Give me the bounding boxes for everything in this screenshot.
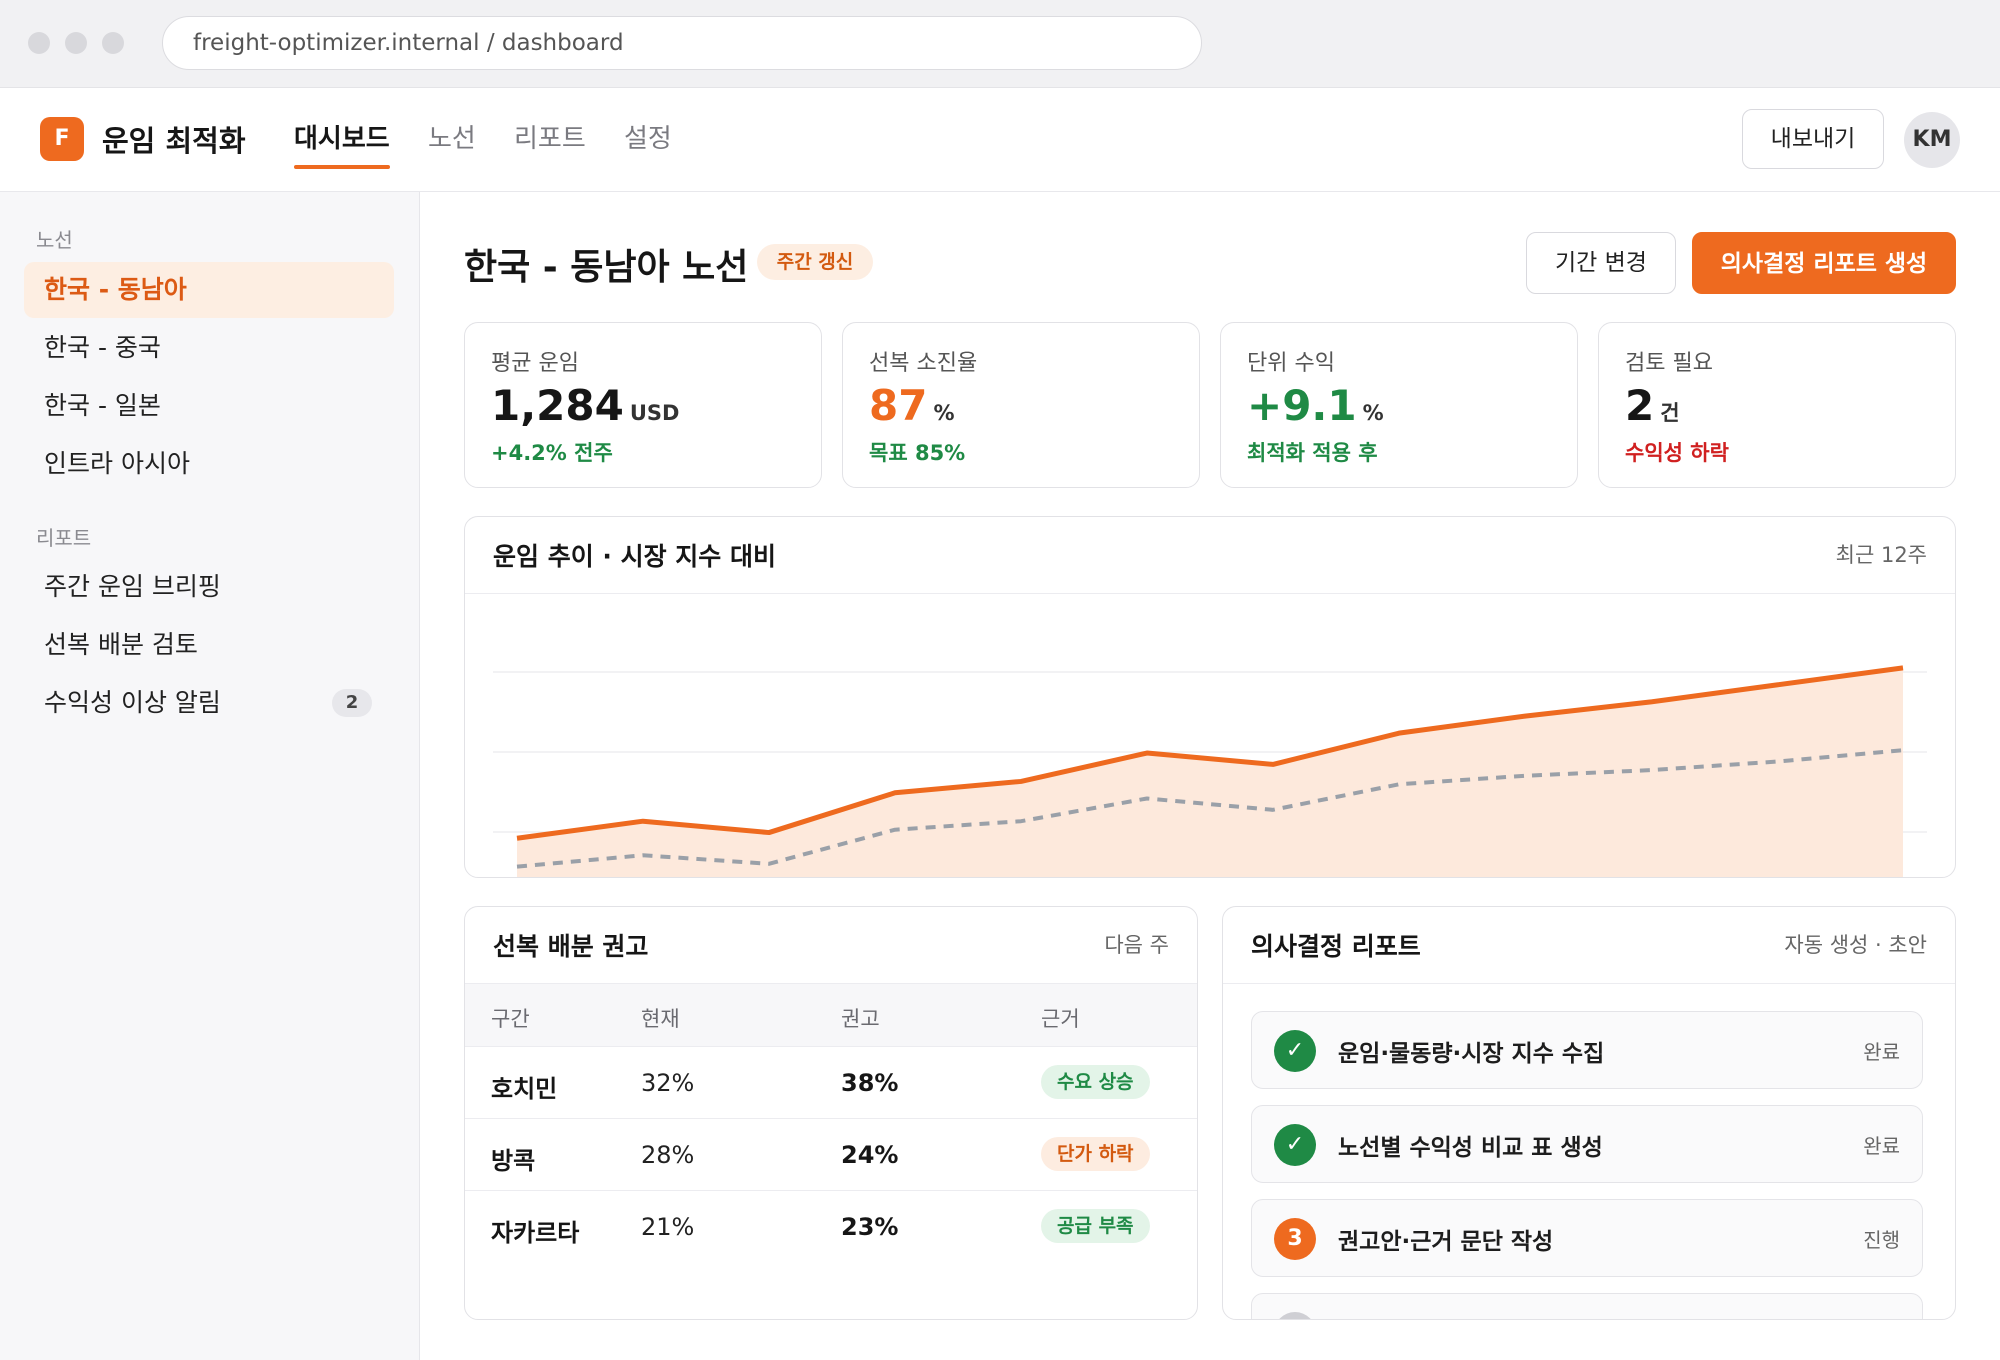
trend-chart — [493, 665, 1927, 877]
sidebar-item-weekly-briefing[interactable]: 주간 운임 브리핑 — [44, 572, 221, 601]
export-button[interactable]: 내보내기 — [1742, 109, 1884, 169]
address-bar[interactable]: freight-optimizer.internal / dashboard — [162, 16, 1202, 70]
report-status: 자동 생성 · 초안 — [1784, 933, 1927, 957]
kpi-sub: 목표 85% — [869, 441, 966, 465]
change-period-button[interactable]: 기간 변경 — [1526, 232, 1676, 294]
page-title: 한국 - 동남아 노선 — [464, 247, 749, 288]
allocation-period: 다음 주 — [1104, 933, 1169, 957]
report-step[interactable]: 3 권고안·근거 문단 작성 진행 — [1251, 1199, 1923, 1277]
cell-recommended: 24% — [841, 1141, 899, 1169]
kpi-sub: 최적화 적용 후 — [1247, 441, 1378, 465]
check-icon: ✓ — [1274, 1030, 1316, 1072]
trend-chart-card: 운임 추이 · 시장 지수 대비 최근 12주 — [464, 516, 1956, 878]
tab-dashboard[interactable]: 대시보드 — [294, 118, 390, 169]
kpi-label: 검토 필요 — [1625, 351, 1713, 376]
app-name: 운임 최적화 — [102, 124, 246, 158]
sidebar-item-korea-southeast-asia[interactable]: 한국 - 동남아 — [24, 262, 394, 318]
report-step-partial[interactable] — [1251, 1293, 1923, 1319]
cell-segment: 자카르타 — [491, 1219, 580, 1247]
step-status: 완료 — [1863, 1040, 1900, 1064]
avatar[interactable]: KM — [1904, 112, 1960, 168]
sidebar-section-routes: 노선 — [36, 228, 73, 252]
app-logo-icon: F — [40, 117, 84, 161]
chart-title: 운임 추이 · 시장 지수 대비 — [493, 542, 777, 571]
step-label: 운임·물동량·시장 지수 수집 — [1338, 1041, 1605, 1067]
alert-count-badge: 2 — [332, 689, 372, 717]
cell-recommended: 38% — [841, 1069, 899, 1097]
update-frequency-badge: 주간 갱신 — [757, 244, 873, 280]
step-status: 진행 — [1863, 1228, 1900, 1252]
report-title: 의사결정 리포트 — [1251, 932, 1421, 961]
allocation-title: 선복 배분 권고 — [493, 932, 649, 961]
step-status: 완료 — [1863, 1134, 1900, 1158]
kpi-sub: 수익성 하락 — [1625, 441, 1729, 465]
window-minimize-dot[interactable] — [65, 32, 87, 54]
window-close-dot[interactable] — [28, 32, 50, 54]
kpi-value: 87% — [869, 381, 955, 430]
kpi-card-unit-profit: 단위 수익 +9.1% 최적화 적용 후 — [1220, 322, 1578, 488]
card-divider — [465, 593, 1955, 594]
table-row[interactable]: 자카르타 21% 23% 공급 부족 — [465, 1191, 1197, 1263]
sidebar-item-allocation-review[interactable]: 선복 배분 검토 — [44, 630, 198, 659]
kpi-card-avg-rate: 평균 운임 1,284 USD +4.2% 전주 — [464, 322, 822, 488]
kpi-label: 단위 수익 — [1247, 351, 1335, 376]
step-label: 노선별 수익성 비교 표 생성 — [1338, 1135, 1603, 1161]
kpi-label: 선복 소진율 — [869, 351, 978, 376]
cell-recommended: 23% — [841, 1213, 899, 1241]
reason-tag: 공급 부족 — [1041, 1209, 1150, 1243]
cell-current: 28% — [641, 1141, 695, 1169]
pending-step-icon — [1274, 1312, 1316, 1319]
column-header-reason: 근거 — [1041, 1007, 1080, 1031]
kpi-value: 1,284 USD — [491, 381, 680, 430]
sidebar-section-reports: 리포트 — [36, 526, 92, 550]
sidebar-item-intra-asia[interactable]: 인트라 아시아 — [44, 449, 190, 478]
tab-reports[interactable]: 리포트 — [514, 124, 586, 154]
cell-segment: 호치민 — [491, 1075, 558, 1103]
sidebar-item-korea-china[interactable]: 한국 - 중국 — [44, 333, 161, 362]
cell-current: 21% — [641, 1213, 695, 1241]
series-area-fill — [517, 667, 1903, 877]
chart-period: 최근 12주 — [1835, 543, 1927, 567]
kpi-card-utilization: 선복 소진율 87% 목표 85% — [842, 322, 1200, 488]
table-header — [465, 983, 1197, 1047]
cell-segment: 방콕 — [491, 1147, 536, 1175]
check-icon: ✓ — [1274, 1124, 1316, 1166]
report-step[interactable]: ✓ 노선별 수익성 비교 표 생성 완료 — [1251, 1105, 1923, 1183]
table-row[interactable]: 방콕 28% 24% 단가 하락 — [465, 1119, 1197, 1191]
column-header-segment: 구간 — [491, 1007, 530, 1031]
card-divider — [1223, 983, 1955, 984]
series-line-freight-rate — [516, 665, 1904, 841]
step-number-icon: 3 — [1274, 1218, 1316, 1260]
window-maximize-dot[interactable] — [102, 32, 124, 54]
reason-tag: 수요 상승 — [1041, 1065, 1150, 1099]
sidebar-item-profit-alerts[interactable]: 수익성 이상 알림 2 — [24, 675, 394, 731]
sidebar-item-korea-japan[interactable]: 한국 - 일본 — [44, 391, 161, 420]
sidebar-item-label: 수익성 이상 알림 — [44, 688, 221, 717]
kpi-sub: +4.2% 전주 — [491, 441, 613, 465]
tab-routes[interactable]: 노선 — [428, 124, 476, 154]
cell-current: 32% — [641, 1069, 695, 1097]
kpi-value: +9.1% — [1247, 381, 1384, 430]
decision-report-card: 의사결정 리포트 자동 생성 · 초안 ✓ 운임·물동량·시장 지수 수집 완료… — [1222, 906, 1956, 1320]
table-row[interactable]: 호치민 32% 38% 수요 상승 — [465, 1047, 1197, 1119]
kpi-label: 평균 운임 — [491, 351, 579, 376]
report-step[interactable]: ✓ 운임·물동량·시장 지수 수집 완료 — [1251, 1011, 1923, 1089]
tab-settings[interactable]: 설정 — [624, 124, 672, 154]
generate-report-button[interactable]: 의사결정 리포트 생성 — [1692, 232, 1956, 294]
step-label: 권고안·근거 문단 작성 — [1338, 1229, 1554, 1255]
app-header: F 운임 최적화 대시보드 노선 리포트 설정 내보내기 KM — [0, 88, 2000, 192]
column-header-current: 현재 — [641, 1007, 680, 1031]
allocation-card: 선복 배분 권고 다음 주 구간 현재 권고 근거 호치민 32% 38% 수요… — [464, 906, 1198, 1320]
reason-tag: 단가 하락 — [1041, 1137, 1150, 1171]
browser-chrome: freight-optimizer.internal / dashboard — [0, 0, 2000, 88]
sidebar: 노선 한국 - 동남아 한국 - 중국 한국 - 일본 인트라 아시아 리포트 … — [0, 192, 420, 1360]
column-header-recommended: 권고 — [841, 1007, 880, 1031]
